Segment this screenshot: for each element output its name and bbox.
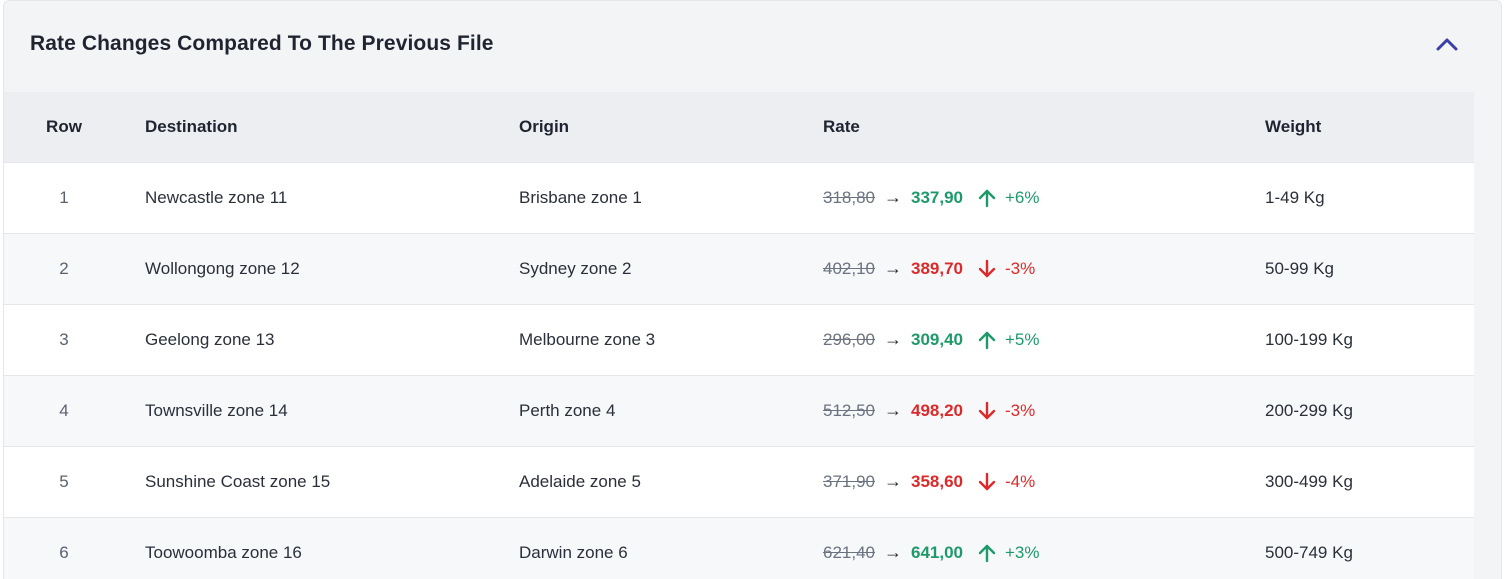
- origin-cell: Adelaide zone 5: [519, 471, 641, 491]
- arrow-up-icon: [977, 330, 997, 350]
- rate-cell: 296,00 → 309,40 +5%: [823, 304, 1265, 375]
- weight-cell: 50-99 Kg: [1265, 258, 1334, 278]
- old-rate: 296,00: [823, 329, 875, 349]
- rate-cell: 402,10 → 389,70 -3%: [823, 233, 1265, 304]
- row-number: 2: [59, 258, 69, 278]
- chevron-up-icon: [1436, 37, 1458, 56]
- table-row: 3 Geelong zone 13 Melbourne zone 3 296,0…: [4, 304, 1495, 375]
- rates-table: Row Destination Origin Rate Weight 1 New…: [4, 92, 1495, 579]
- arrow-up-icon: [977, 188, 997, 208]
- panel-title: Rate Changes Compared To The Previous Fi…: [30, 32, 494, 55]
- new-rate: 498,20: [911, 400, 963, 420]
- rate-changes-panel: Rate Changes Compared To The Previous Fi…: [3, 0, 1502, 579]
- old-rate: 512,50: [823, 400, 875, 420]
- origin-cell: Sydney zone 2: [519, 258, 632, 278]
- table-row: 2 Wollongong zone 12 Sydney zone 2 402,1…: [4, 233, 1495, 304]
- header-weight: Weight: [1265, 116, 1322, 136]
- header-origin: Origin: [519, 116, 570, 136]
- row-number: 3: [59, 329, 69, 349]
- new-rate: 337,90: [911, 187, 963, 207]
- right-arrow-icon: →: [884, 187, 902, 207]
- weight-cell: 1-49 Kg: [1265, 187, 1325, 207]
- old-rate: 402,10: [823, 258, 875, 278]
- collapse-button[interactable]: [1430, 29, 1464, 63]
- new-rate: 358,60: [911, 471, 963, 491]
- change-percent: +3%: [1005, 542, 1040, 562]
- row-number: 1: [59, 187, 69, 207]
- right-arrow-icon: →: [884, 542, 902, 563]
- rates-table-container: Row Destination Origin Rate Weight 1 New…: [4, 92, 1495, 579]
- panel-header[interactable]: Rate Changes Compared To The Previous Fi…: [4, 1, 1501, 92]
- weight-cell: 500-749 Kg: [1265, 542, 1353, 562]
- destination-cell: Sunshine Coast zone 15: [145, 471, 331, 491]
- rate-change: 512,50 → 498,20 -3%: [823, 400, 1265, 421]
- old-rate: 371,90: [823, 471, 875, 491]
- old-rate: 621,40: [823, 542, 875, 562]
- row-number: 4: [59, 400, 69, 420]
- old-rate: 318,80: [823, 187, 875, 207]
- rate-change: 621,40 → 641,00 +3%: [823, 542, 1265, 563]
- rate-cell: 318,80 → 337,90 +6%: [823, 162, 1265, 233]
- origin-cell: Melbourne zone 3: [519, 329, 656, 349]
- weight-cell: 100-199 Kg: [1265, 329, 1353, 349]
- table-header-row: Row Destination Origin Rate Weight: [4, 92, 1495, 162]
- destination-cell: Toowoomba zone 16: [145, 542, 302, 562]
- header-rate: Rate: [823, 116, 860, 136]
- table-row: 1 Newcastle zone 11 Brisbane zone 1 318,…: [4, 162, 1495, 233]
- destination-cell: Newcastle zone 11: [145, 187, 288, 207]
- row-number: 5: [59, 471, 69, 491]
- arrow-down-icon: [977, 472, 997, 492]
- new-rate: 309,40: [911, 329, 963, 349]
- arrow-down-icon: [977, 401, 997, 421]
- destination-cell: Wollongong zone 12: [145, 258, 300, 278]
- change-percent: -4%: [1005, 471, 1036, 491]
- table-body: 1 Newcastle zone 11 Brisbane zone 1 318,…: [4, 162, 1495, 579]
- rate-change: 371,90 → 358,60 -4%: [823, 471, 1265, 492]
- right-arrow-icon: →: [884, 329, 902, 349]
- scrollbar-track[interactable]: [1474, 92, 1501, 579]
- rate-change: 318,80 → 337,90 +6%: [823, 187, 1265, 208]
- weight-cell: 200-299 Kg: [1265, 400, 1353, 420]
- rate-change: 402,10 → 389,70 -3%: [823, 258, 1265, 279]
- right-arrow-icon: →: [884, 471, 902, 491]
- arrow-down-icon: [977, 259, 997, 279]
- change-percent: -3%: [1005, 400, 1036, 420]
- change-percent: +5%: [1005, 329, 1040, 349]
- origin-cell: Darwin zone 6: [519, 542, 628, 562]
- rate-cell: 621,40 → 641,00 +3%: [823, 517, 1265, 579]
- right-arrow-icon: →: [884, 400, 902, 420]
- destination-cell: Townsville zone 14: [145, 400, 288, 420]
- table-row: 4 Townsville zone 14 Perth zone 4 512,50…: [4, 375, 1495, 446]
- destination-cell: Geelong zone 13: [145, 329, 275, 349]
- rate-cell: 371,90 → 358,60 -4%: [823, 446, 1265, 517]
- weight-cell: 300-499 Kg: [1265, 471, 1353, 491]
- origin-cell: Brisbane zone 1: [519, 187, 642, 207]
- header-row: Row: [46, 116, 82, 136]
- new-rate: 389,70: [911, 258, 963, 278]
- rate-change: 296,00 → 309,40 +5%: [823, 329, 1265, 350]
- change-percent: +6%: [1005, 187, 1040, 207]
- row-number: 6: [59, 542, 69, 562]
- origin-cell: Perth zone 4: [519, 400, 616, 420]
- rate-cell: 512,50 → 498,20 -3%: [823, 375, 1265, 446]
- change-percent: -3%: [1005, 258, 1036, 278]
- header-destination: Destination: [145, 116, 238, 136]
- table-row: 6 Toowoomba zone 16 Darwin zone 6 621,40…: [4, 517, 1495, 579]
- new-rate: 641,00: [911, 542, 963, 562]
- table-row: 5 Sunshine Coast zone 15 Adelaide zone 5…: [4, 446, 1495, 517]
- right-arrow-icon: →: [884, 258, 902, 278]
- arrow-up-icon: [977, 543, 997, 563]
